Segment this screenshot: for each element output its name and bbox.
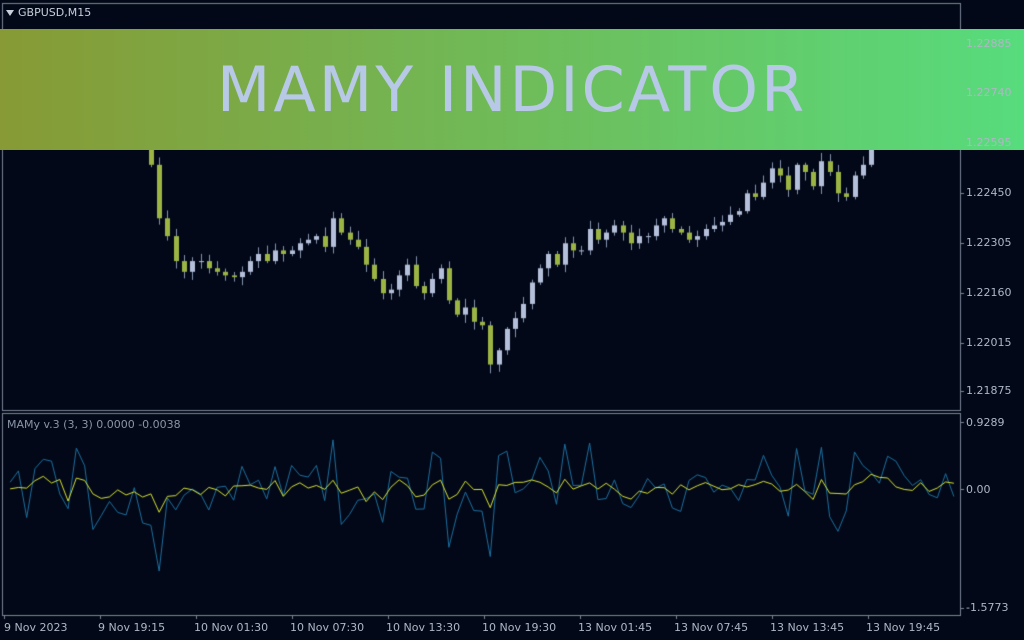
price-axis-label: 1.22015	[966, 336, 1012, 349]
time-axis-label: 13 Nov 13:45	[770, 621, 845, 634]
time-axis-label: 10 Nov 13:30	[386, 621, 461, 634]
indicator-axis-label: 0.00	[966, 483, 991, 496]
time-axis-label: 13 Nov 01:45	[578, 621, 653, 634]
symbol-text: GBPUSD,M15	[18, 6, 92, 19]
banner-title: MAMY INDICATOR	[216, 53, 808, 126]
time-axis-label: 10 Nov 07:30	[290, 621, 365, 634]
time-axis-label: 9 Nov 19:15	[98, 621, 166, 634]
price-axis-label: 1.21875	[966, 384, 1012, 397]
indicator-axis-label: 0.9289	[966, 416, 1005, 429]
price-axis-label: 1.22740	[966, 86, 1012, 99]
indicator-axis-label: -1.5773	[966, 601, 1009, 614]
time-axis-label: 13 Nov 07:45	[674, 621, 749, 634]
time-axis-label: 10 Nov 01:30	[194, 621, 269, 634]
time-axis-label: 10 Nov 19:30	[482, 621, 557, 634]
price-axis-label: 1.22160	[966, 286, 1012, 299]
chevron-down-icon[interactable]	[6, 9, 14, 16]
price-axis-label: 1.22885	[966, 37, 1012, 50]
price-axis-label: 1.22305	[966, 236, 1012, 249]
price-axis-label: 1.22595	[966, 136, 1012, 149]
promo-banner: MAMY INDICATOR	[0, 29, 1024, 150]
time-axis-label: 9 Nov 2023	[4, 621, 68, 634]
time-axis-label: 13 Nov 19:45	[866, 621, 941, 634]
symbol-timeframe-label[interactable]: GBPUSD,M15	[6, 6, 91, 19]
indicator-label: MAMy v.3 (3, 3) 0.0000 -0.0038	[7, 418, 181, 431]
price-axis-label: 1.22450	[966, 186, 1012, 199]
